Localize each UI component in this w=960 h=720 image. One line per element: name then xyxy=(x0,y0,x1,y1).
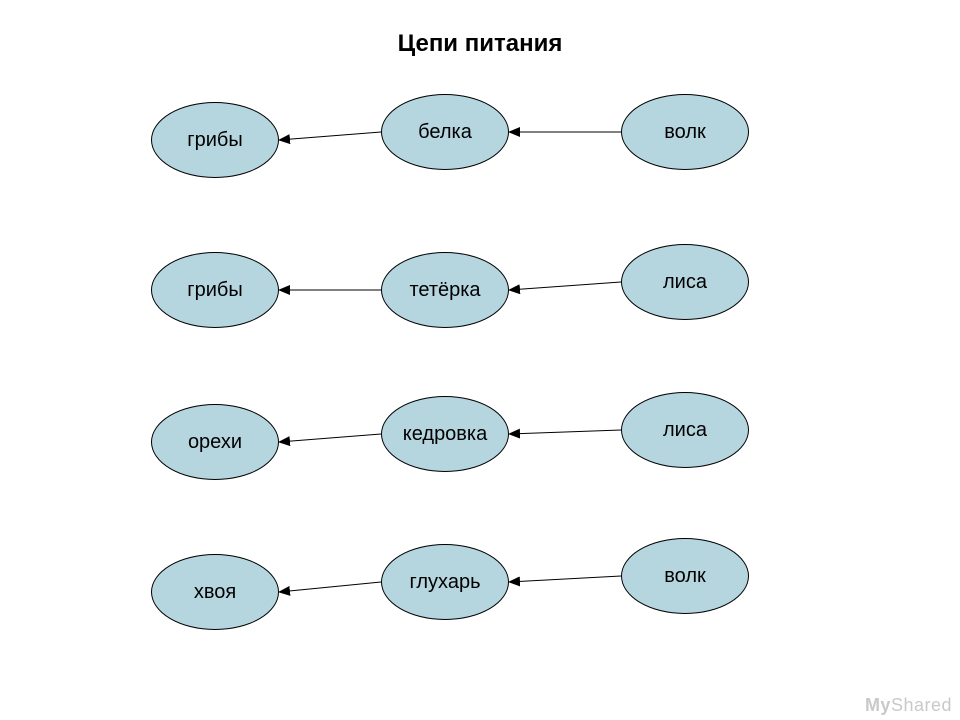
food-chain-edge xyxy=(279,582,381,592)
node-label: глухарь xyxy=(410,571,481,594)
node-label: кедровка xyxy=(403,423,488,446)
food-chain-edge xyxy=(509,576,621,582)
node-label: орехи xyxy=(188,431,242,454)
food-chain-node: глухарь xyxy=(381,544,509,620)
food-chain-node: кедровка xyxy=(381,396,509,472)
food-chain-node: хвоя xyxy=(151,554,279,630)
food-chain-node: лиса xyxy=(621,244,749,320)
food-chain-edge xyxy=(279,434,381,442)
food-chain-node: грибы xyxy=(151,102,279,178)
food-chain-node: орехи xyxy=(151,404,279,480)
food-chain-node: белка xyxy=(381,94,509,170)
food-chain-node: волк xyxy=(621,94,749,170)
node-label: лиса xyxy=(663,271,707,294)
node-label: волк xyxy=(664,565,706,588)
food-chain-edge xyxy=(509,430,621,434)
watermark-suffix: Shared xyxy=(891,695,952,715)
watermark: MyShared xyxy=(865,695,952,716)
node-label: белка xyxy=(418,121,472,144)
node-label: грибы xyxy=(187,279,242,302)
food-chain-node: лиса xyxy=(621,392,749,468)
node-label: хвоя xyxy=(194,581,236,604)
diagram-title: Цепи питания xyxy=(0,30,960,58)
food-chain-node: волк xyxy=(621,538,749,614)
node-label: грибы xyxy=(187,129,242,152)
food-chain-node: грибы xyxy=(151,252,279,328)
node-label: волк xyxy=(664,121,706,144)
node-label: лиса xyxy=(663,419,707,442)
food-chain-edge xyxy=(509,282,621,290)
food-chain-edge xyxy=(279,132,381,140)
node-label: тетёрка xyxy=(409,279,480,302)
food-chain-node: тетёрка xyxy=(381,252,509,328)
watermark-prefix: My xyxy=(865,695,891,715)
